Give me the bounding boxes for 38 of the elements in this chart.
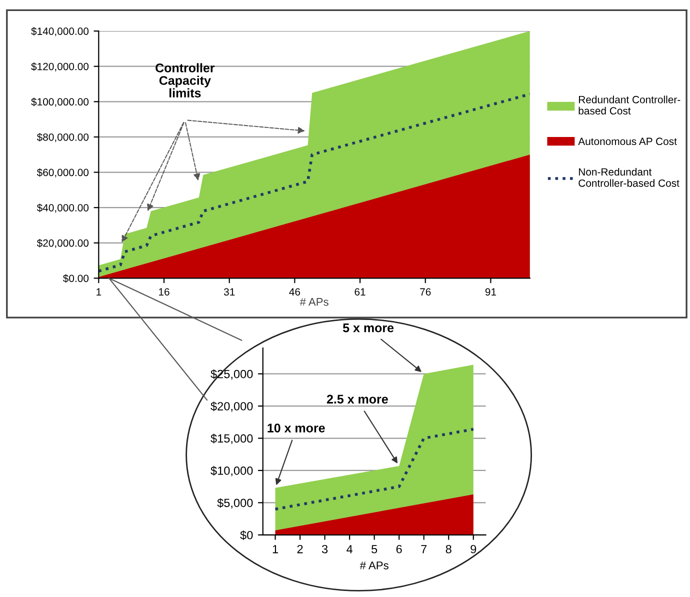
x-axis-title: # APs <box>300 298 328 306</box>
y-tick-label: $0 <box>240 530 253 540</box>
x-tick-label: 8 <box>446 544 452 554</box>
x-tick-label: 6 <box>396 544 402 554</box>
annotation: 10 x more <box>268 424 325 432</box>
x-tick-label: 31 <box>224 288 235 296</box>
x-tick-label: 91 <box>485 288 496 296</box>
x-tick-label: 2 <box>297 544 303 554</box>
y-tick-label: $100,000.00 <box>31 98 89 107</box>
x-tick-label: 4 <box>346 545 352 554</box>
legend-label: Redundant Controller-based Cost <box>578 96 680 115</box>
x-tick-label: 1 <box>96 288 102 296</box>
legend-label: Autonomous AP Cost <box>578 138 677 146</box>
x-tick-label: 9 <box>470 544 476 554</box>
x-tick-label: 7 <box>421 545 427 554</box>
x-axis-title: # APs <box>360 562 388 570</box>
y-tick-label: $5,000 <box>217 498 253 508</box>
y-tick-label: $40,000.00 <box>36 204 89 213</box>
annotation: 5 x more <box>342 324 394 332</box>
x-tick-label: 5 <box>372 545 378 554</box>
y-tick-label: $15,000 <box>210 434 253 444</box>
annotation: 2.5 x more <box>326 394 388 404</box>
x-tick-label: 46 <box>289 288 300 296</box>
y-tick-label: $0.00 <box>62 274 89 283</box>
x-tick-label: 3 <box>322 544 328 554</box>
x-tick-label: 61 <box>354 288 366 296</box>
x-tick-label: 76 <box>420 288 431 296</box>
annotation: Controller Capacity limits <box>156 63 215 98</box>
y-tick-label: $80,000.00 <box>36 133 89 142</box>
legend-label: Non-Redundant Controller-based Cost <box>578 168 680 187</box>
y-tick-label: $140,000.00 <box>31 27 89 36</box>
y-tick-label: $20,000 <box>210 402 253 412</box>
y-tick-label: $20,000.00 <box>36 238 89 248</box>
x-tick-label: 16 <box>159 288 170 296</box>
y-tick-label: $120,000.00 <box>31 62 89 72</box>
y-tick-label: $10,000 <box>210 466 253 476</box>
y-tick-label: $60,000.00 <box>36 168 89 178</box>
x-tick-label: 1 <box>272 545 278 554</box>
